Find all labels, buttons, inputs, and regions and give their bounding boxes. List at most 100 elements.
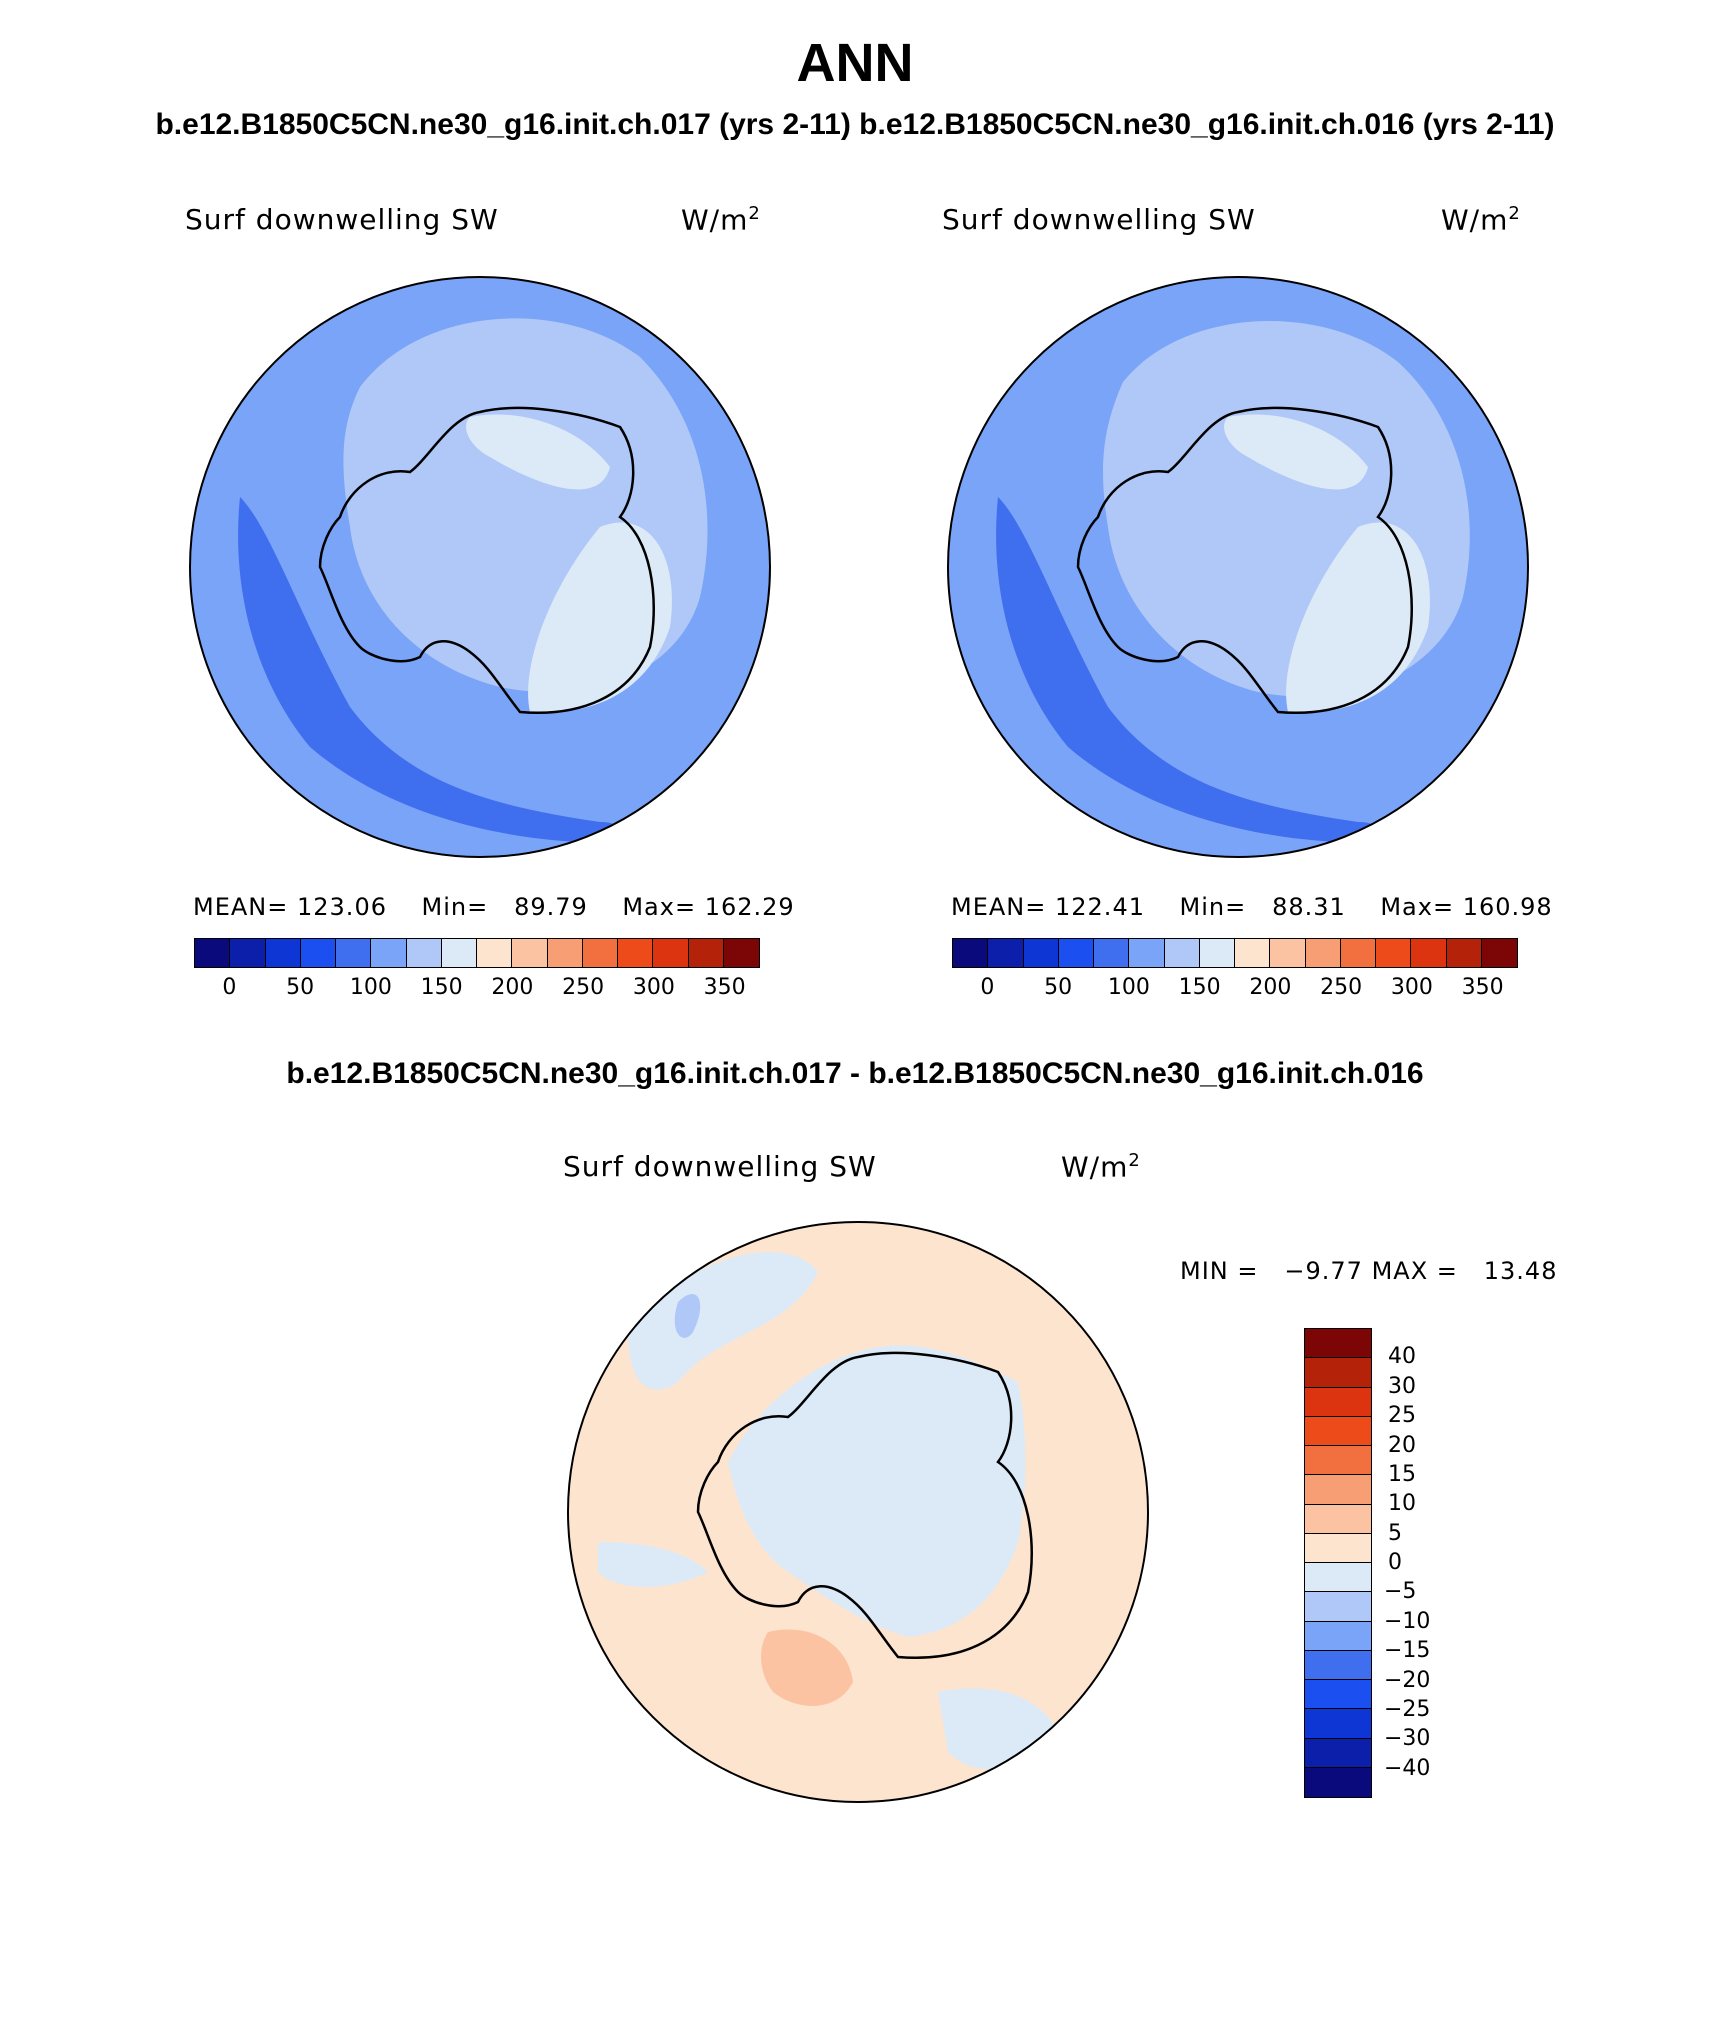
diff-colorbar-tick: −10 [1384,1608,1431,1634]
panel-016-colorbar-swatch [1411,939,1447,967]
diff-colorbar-tick: 40 [1388,1344,1416,1370]
diff-variable: Surf downwelling SW [563,1150,877,1183]
panel-016-colorbar-tick: 100 [1107,975,1150,1000]
diff-colorbar-swatch [1305,1446,1371,1476]
diff-colorbar-swatch [1305,1533,1371,1563]
diff-colorbar-tick: 10 [1388,1491,1416,1517]
panel-016-colorbar-tick: 0 [980,975,995,1000]
diff-colorbar-swatch [1305,1592,1371,1622]
diff-colorbar-tick: 25 [1388,1403,1416,1429]
panel-017-colorbar-tick: 300 [632,975,675,1000]
diff-colorbar [1304,1328,1372,1798]
diff-units: W/m2 [1061,1150,1141,1184]
panel-017-colorbar-swatch [477,939,513,967]
diff-colorbar-swatch [1305,1767,1371,1797]
panel-017-colorbar-tick: 150 [420,975,463,1000]
diff-colorbar-swatch [1305,1329,1371,1359]
panel-017-colorbar-tick: 200 [491,975,534,1000]
panel-016-colorbar-swatch [1270,939,1306,967]
panel-016-colorbar-tick: 300 [1390,975,1433,1000]
panel-016-stats: MEAN= 122.41 Min= 88.31 Max= 160.98 [951,893,1553,921]
diff-colorbar-tick: 0 [1388,1550,1402,1575]
panel-016-colorbar [952,938,1518,968]
panel-017-colorbar-swatch [688,939,724,967]
panel-016-colorbar-tick: 50 [1044,975,1073,1000]
panel-017-colorbar-swatch [300,939,336,967]
panel-016-colorbar-ticks: 0 50 100 150 200 250 300 350 [0,975,1710,1005]
panel-017-colorbar-swatch [723,939,759,967]
diff-colorbar-swatch [1305,1650,1371,1680]
panel-017-max: 162.29 [704,893,795,921]
panel-017-colorbar-swatch [582,939,618,967]
panel-017-colorbar-tick: 350 [703,975,746,1000]
panel-017-colorbar-swatch [406,939,442,967]
panel-016-colorbar-swatch [1164,939,1200,967]
cases-title: b.e12.B1850C5CN.ne30_g16.init.ch.017 (yr… [155,108,1555,141]
panel-016-colorbar-swatch [1199,939,1235,967]
panel-017-colorbar-tick: 50 [286,975,315,1000]
panel-017-colorbar-swatch [336,939,372,967]
diff-max: 13.48 [1483,1257,1558,1285]
diff-colorbar-tick: 20 [1388,1432,1416,1458]
panel-016-colorbar-tick: 350 [1461,975,1504,1000]
diff-colorbar-swatch [1305,1738,1371,1768]
diff-colorbar-tick: −20 [1384,1667,1431,1693]
panel-017-colorbar-swatch [618,939,654,967]
panel-016-max: 160.98 [1462,893,1553,921]
diff-minmax: MIN = −9.77 MAX = 13.48 [1180,1257,1558,1285]
panel-017-variable: Surf downwelling SW [185,203,499,236]
panel-016-colorbar-swatch [1340,939,1376,967]
diff-colorbar-swatch [1305,1680,1371,1710]
panel-016-colorbar-swatch [1058,939,1094,967]
panel-016-colorbar-swatch [1023,939,1059,967]
panel-016-colorbar-tick: 250 [1320,975,1363,1000]
diff-map [567,1221,1149,1803]
panel-017-colorbar-swatch [265,939,301,967]
panel-017-colorbar-tick: 100 [349,975,392,1000]
panel-017-colorbar-tick: 0 [222,975,237,1000]
panel-017-colorbar-swatch [371,939,407,967]
diff-colorbar-tick: −40 [1384,1755,1431,1781]
panel-016-map [947,276,1529,858]
season-title: ANN [796,33,914,93]
panel-016-colorbar-swatch [1235,939,1271,967]
panel-017-units: W/m2 [681,203,761,237]
panel-016-colorbar-swatch [1094,939,1130,967]
panel-017-mean: 123.06 [297,893,387,921]
diff-colorbar-swatch [1305,1709,1371,1739]
diff-colorbar-ticks: 40 30 25 20 15 10 5 0 −5 −10 −15 −20 −25 −30 −40 [1384,1328,1584,1798]
diff-colorbar-swatch [1305,1387,1371,1417]
panel-016-min: 88.31 [1272,893,1346,921]
diff-colorbar-swatch [1305,1358,1371,1388]
diff-colorbar-tick: −25 [1384,1696,1431,1722]
panel-017-colorbar-swatch [547,939,583,967]
panel-017-stats: MEAN= 123.06 Min= 89.79 Max= 162.29 [193,893,795,921]
panel-016-colorbar-swatch [1129,939,1165,967]
diff-colorbar-tick: 30 [1388,1373,1416,1399]
panel-016-mean: 122.41 [1055,893,1145,921]
diff-colorbar-tick: −15 [1384,1638,1431,1664]
panel-016-colorbar-swatch [1305,939,1341,967]
panel-017-colorbar-swatch [230,939,266,967]
panel-017-colorbar-tick: 250 [562,975,605,1000]
diff-colorbar-tick: 5 [1388,1520,1402,1546]
diff-colorbar-swatch [1305,1621,1371,1651]
panel-017-colorbar-ticks: 0 50 100 150 200 250 300 350 [0,975,1710,1005]
diff-colorbar-swatch [1305,1416,1371,1446]
panel-016-colorbar-swatch [988,939,1024,967]
panel-017-colorbar-swatch [512,939,548,967]
diff-colorbar-swatch [1305,1563,1371,1593]
panel-017-colorbar-swatch [653,939,689,967]
panel-016-colorbar-swatch [1376,939,1412,967]
panel-017-colorbar-swatch [195,939,231,967]
diff-colorbar-swatch [1305,1475,1371,1505]
panel-016-colorbar-swatch [1481,939,1517,967]
diff-colorbar-tick: −5 [1384,1579,1417,1605]
panel-016-units: W/m2 [1441,203,1521,237]
diff-colorbar-tick: 15 [1388,1461,1416,1487]
panel-016-colorbar-tick: 200 [1249,975,1292,1000]
diff-title: b.e12.B1850C5CN.ne30_g16.init.ch.017 - b… [286,1057,1424,1090]
diff-min: −9.77 [1284,1257,1363,1285]
panel-016-variable: Surf downwelling SW [942,203,1256,236]
diff-colorbar-swatch [1305,1504,1371,1534]
